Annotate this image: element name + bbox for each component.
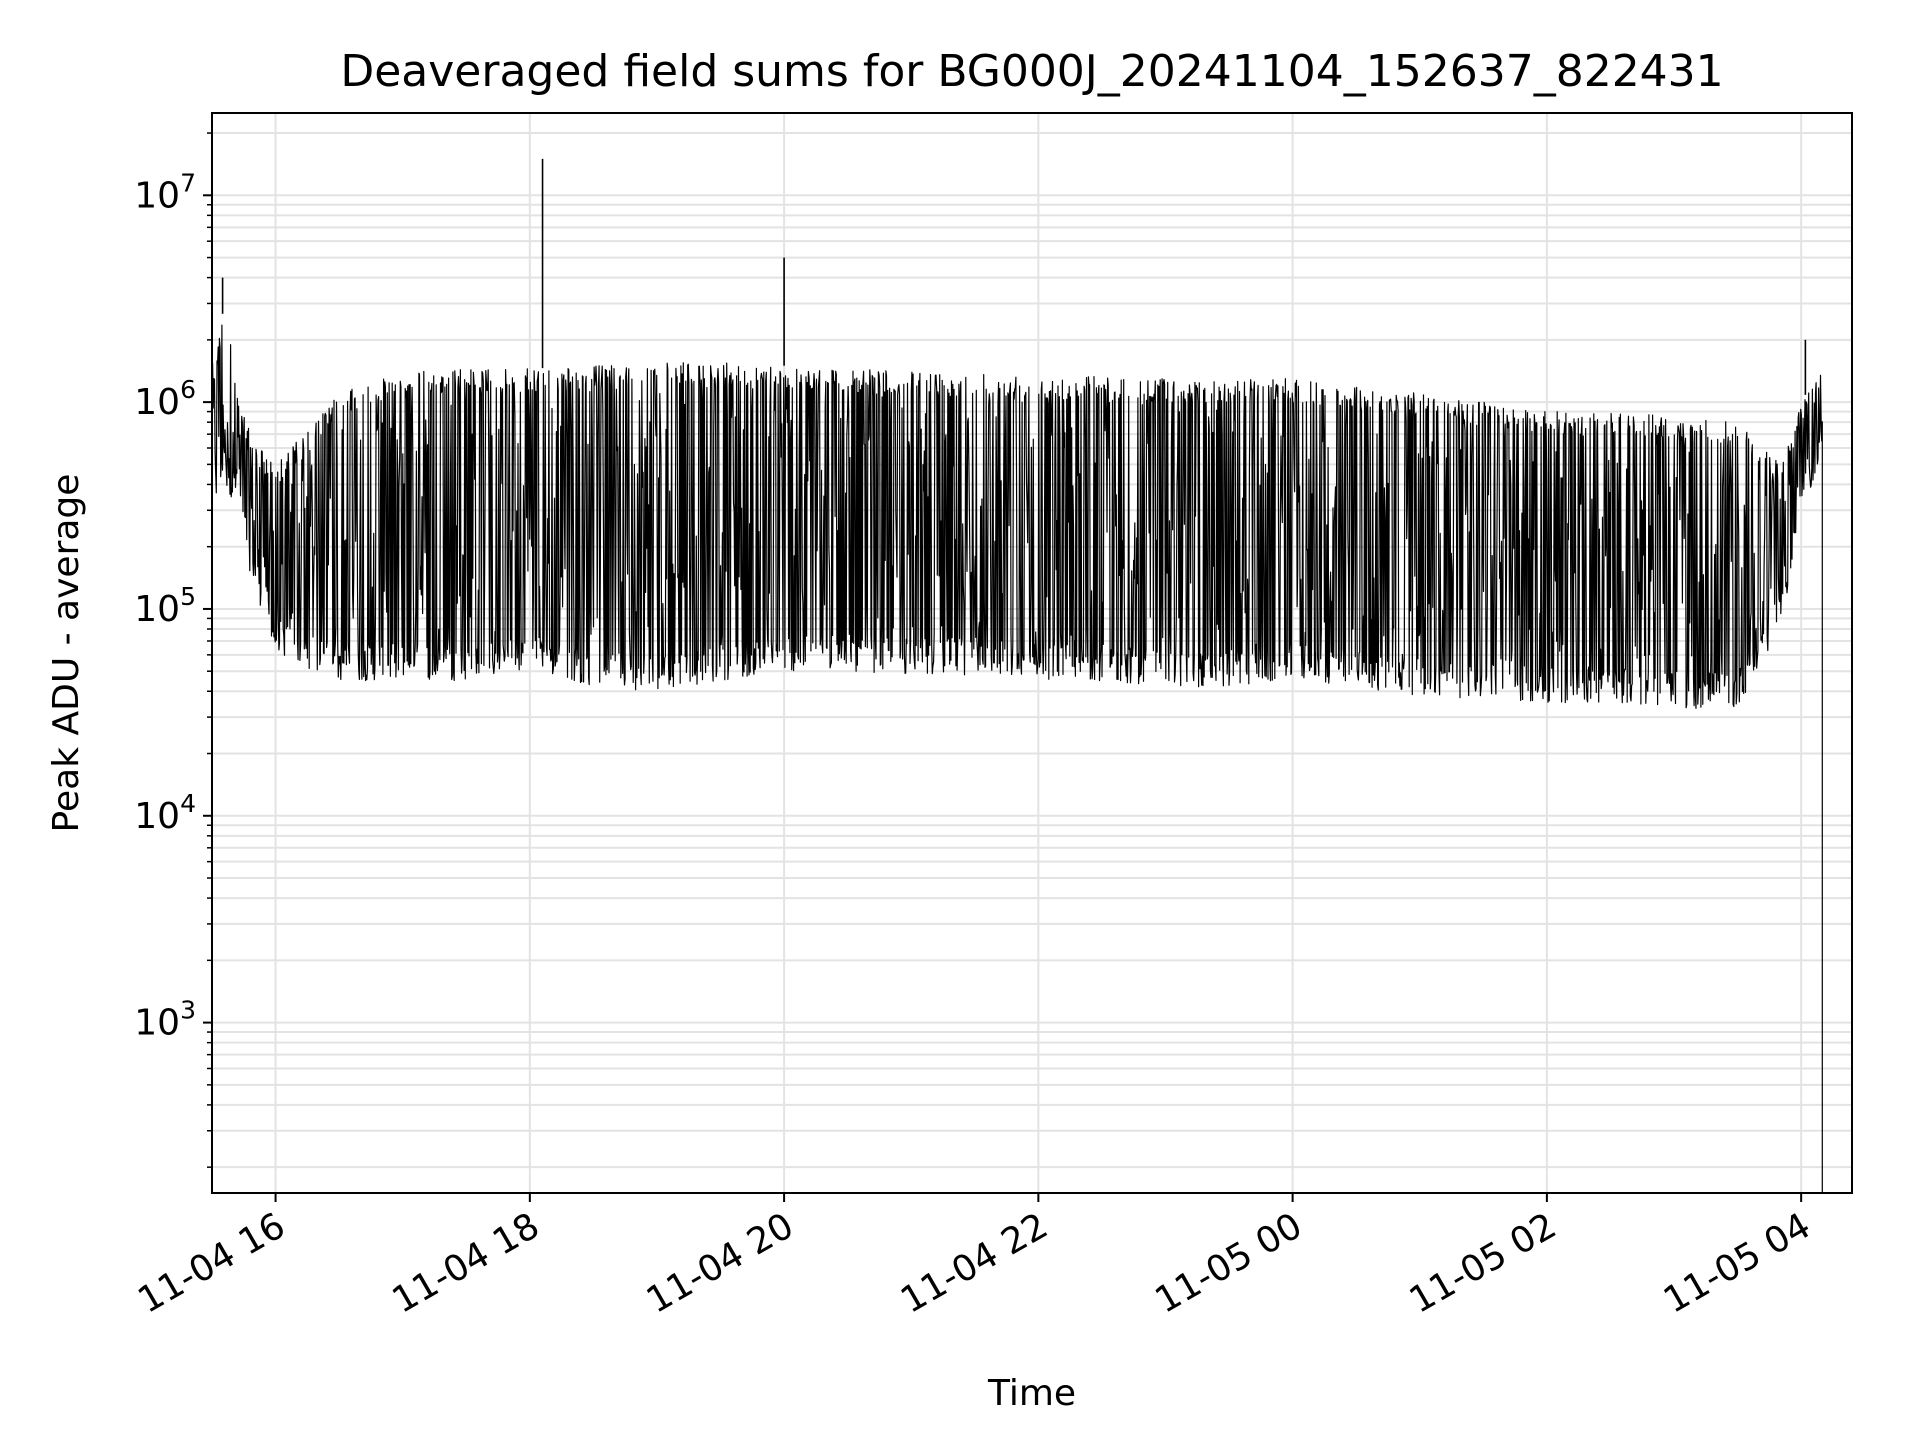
grid	[212, 113, 1852, 1193]
y-tick-label: 104	[134, 789, 196, 837]
chart-title: Deaveraged field sums for BG000J_2024110…	[340, 46, 1723, 97]
series-line	[211, 324, 1823, 1193]
plot-frame	[211, 112, 1853, 1194]
y-tick-label: 107	[134, 168, 196, 216]
y-tick-label: 105	[134, 582, 196, 630]
y-tick-label: 103	[134, 996, 196, 1044]
data-layer	[211, 158, 1823, 1193]
y-tick-label: 106	[134, 375, 196, 423]
x-axis-label: Time	[987, 1373, 1076, 1414]
y-axis-label: Peak ADU - average	[46, 474, 87, 833]
